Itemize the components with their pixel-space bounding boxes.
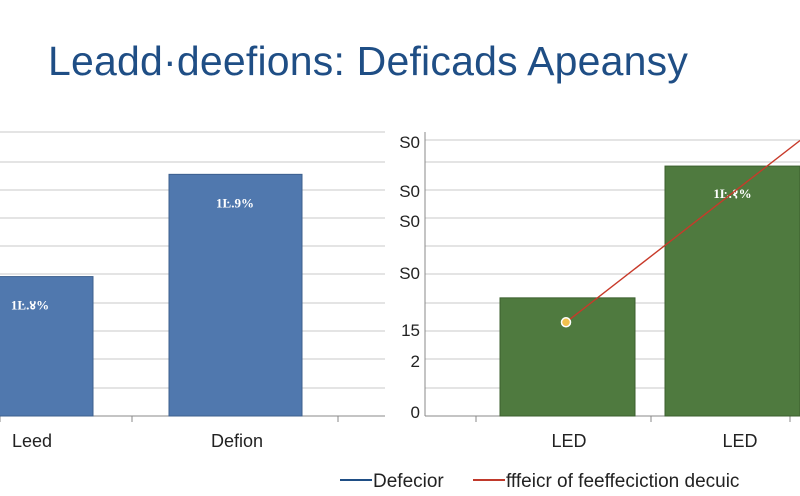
right-trend-line [565,139,800,323]
right-y-tick-label-6: 0 [411,403,420,422]
legend-label-defecior: Defecior [373,471,444,492]
right-trend-point-0 [560,317,572,328]
right-y-tick-label-3: S0 [399,264,420,283]
left-bar-0 [0,276,94,417]
left-bar-data-label-1: 1Ŀ.9% [216,195,254,210]
right-bar-0 [499,297,636,417]
legend: Defecior fffeicr of feeffeciction decuic [340,471,739,492]
left-category-label-1: Defion [211,431,263,451]
right-y-tick-label-2: S0 [399,212,420,231]
legend-label-feeffeciction: fffeicr of feeffeciction decuic [506,471,739,492]
left-category-label-0: Leed [12,431,52,451]
right-y-tick-label-5: 2 [411,352,420,371]
right-y-tick-label-0: S0 [399,133,420,152]
right-bar-1 [664,165,800,417]
left-bar-1 [168,173,303,417]
right-y-tick-label-4: 15 [401,321,420,340]
chart-title: Leadd·deefions: Deficads Apeansy [48,38,689,84]
right-category-label-1: LED [722,431,757,451]
right-category-label-0: LED [551,431,586,451]
left-bar-chart: 1Ŀ.४% Leed 1Ŀ.9% Defion [0,131,385,451]
left-bar-data-label-0: 1Ŀ.४% [11,298,49,313]
right-y-tick-label-1: S0 [399,182,420,201]
